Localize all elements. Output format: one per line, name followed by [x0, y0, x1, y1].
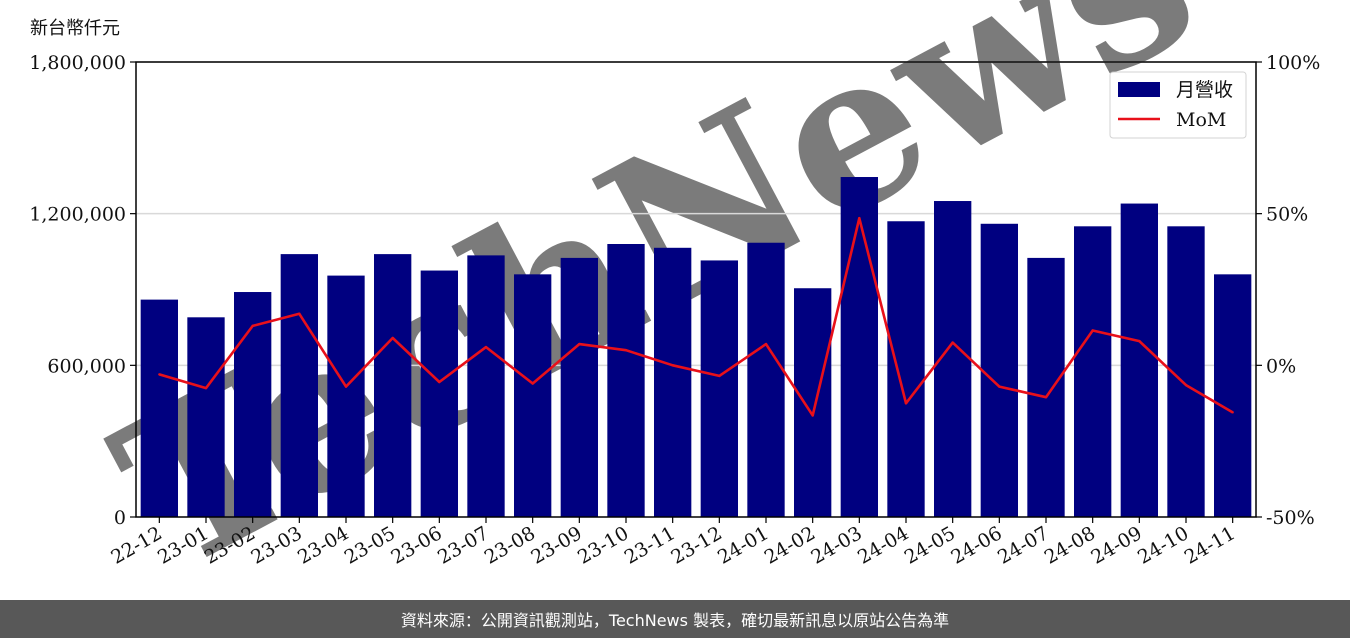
legend-label-mom: MoM: [1176, 109, 1226, 131]
mom-point-23-10: [624, 348, 628, 352]
bar-24-07: [1027, 257, 1065, 517]
bar-23-12: [700, 260, 738, 517]
mom-point-24-04: [904, 402, 908, 405]
legend: 月營收 MoM: [1109, 71, 1247, 139]
left-tick-label: 1,200,000: [29, 204, 126, 226]
bar-23-10: [607, 244, 645, 517]
mom-point-23-08: [531, 382, 534, 385]
legend-label-revenue: 月營收: [1176, 79, 1233, 101]
bar-24-08: [1074, 226, 1112, 518]
bar-23-06: [420, 270, 458, 517]
mom-point-24-08: [1091, 329, 1094, 332]
mom-point-24-11: [1231, 411, 1234, 414]
right-tick-label: 100%: [1266, 52, 1320, 74]
bar-23-09: [560, 257, 598, 517]
x-tick-label-23-08: 23-08: [481, 522, 539, 568]
x-tick-label-24-01: 24-01: [714, 522, 772, 568]
bar-24-04: [887, 221, 925, 517]
x-tick-label-23-06: 23-06: [387, 522, 445, 568]
bar-23-03: [280, 254, 318, 517]
x-tick-label-23-07: 23-07: [434, 522, 492, 568]
right-tick-label: -50%: [1266, 507, 1315, 529]
mom-point-24-06: [998, 385, 1001, 388]
bar-series: [140, 177, 1252, 518]
x-tick-label-23-12: 23-12: [667, 522, 725, 568]
bar-24-09: [1120, 203, 1158, 518]
x-tick-label-24-08: 24-08: [1041, 522, 1099, 568]
mom-line-series: [158, 216, 1234, 417]
mom-point-24-10: [1184, 383, 1188, 387]
mom-point-24-02: [811, 414, 814, 417]
x-tick-label-24-11: 24-11: [1181, 522, 1239, 568]
bar-23-01: [187, 317, 225, 517]
mom-point-22-12: [158, 373, 161, 376]
mom-point-23-01: [204, 386, 208, 390]
right-tick-label: 50%: [1266, 204, 1308, 226]
bar-23-04: [327, 275, 365, 517]
legend-swatch-bar: [1118, 82, 1160, 97]
mom-point-23-05: [391, 336, 394, 340]
x-tick-label-24-05: 24-05: [901, 522, 959, 568]
bar-24-03: [840, 177, 878, 517]
bar-23-08: [514, 274, 552, 517]
x-tick-label-23-10: 23-10: [574, 522, 632, 568]
mom-point-23-07: [484, 345, 488, 349]
chart: TechNews 0600,0001,200,0001,800,000-50%0…: [29, 0, 1320, 600]
x-tick-label-24-07: 24-07: [994, 522, 1052, 568]
plot-frame: [135, 61, 1257, 518]
left-tick-label: 1,800,000: [29, 52, 126, 74]
x-tick-label-22-12: 22-12: [107, 522, 165, 568]
right-tick-label: 0%: [1266, 355, 1296, 377]
left-tick-label: 600,000: [47, 355, 126, 377]
bar-24-11: [1214, 274, 1252, 517]
mom-point-23-03: [298, 312, 301, 315]
x-tick-label-24-09: 24-09: [1087, 522, 1145, 568]
mom-point-24-09: [1138, 339, 1141, 343]
mom-point-24-05: [951, 341, 954, 344]
source-footer: 資料來源：公開資訊觀測站，TechNews 製表，確切最新訊息以原站公告為準: [0, 600, 1350, 638]
y-axis-unit-label: 新台幣仟元: [30, 18, 120, 39]
mom-point-24-07: [1044, 395, 1048, 399]
x-tick-label-24-03: 24-03: [807, 522, 865, 568]
bar-22-12: [140, 299, 178, 517]
bar-23-11: [654, 247, 692, 517]
bar-24-01: [747, 242, 785, 517]
mom-point-24-01: [764, 342, 768, 346]
x-tick-label-24-04: 24-04: [854, 522, 912, 568]
mom-point-23-02: [251, 324, 254, 328]
x-tick-label-24-02: 24-02: [761, 522, 819, 568]
mom-point-23-04: [344, 385, 348, 388]
x-tick-label-23-11: 23-11: [621, 522, 679, 568]
mom-point-23-11: [671, 364, 674, 367]
mom-line: [158, 216, 1234, 417]
footer-text: 資料來源：公開資訊觀測站，TechNews 製表，確切最新訊息以原站公告為準: [400, 611, 950, 630]
x-tick-label-24-10: 24-10: [1134, 522, 1192, 568]
mom-point-23-12: [718, 374, 721, 378]
bar-23-05: [374, 254, 412, 517]
bar-24-06: [980, 223, 1018, 517]
left-tick-label: 0: [114, 507, 126, 529]
x-tick-label-24-06: 24-06: [947, 522, 1005, 568]
bar-23-07: [467, 255, 505, 517]
mom-point-24-03: [858, 217, 861, 220]
x-tick-label-23-09: 23-09: [527, 522, 585, 568]
mom-point-23-06: [438, 380, 441, 384]
bar-24-02: [794, 288, 832, 517]
mom-point-23-09: [578, 342, 581, 346]
bar-23-02: [234, 292, 272, 517]
